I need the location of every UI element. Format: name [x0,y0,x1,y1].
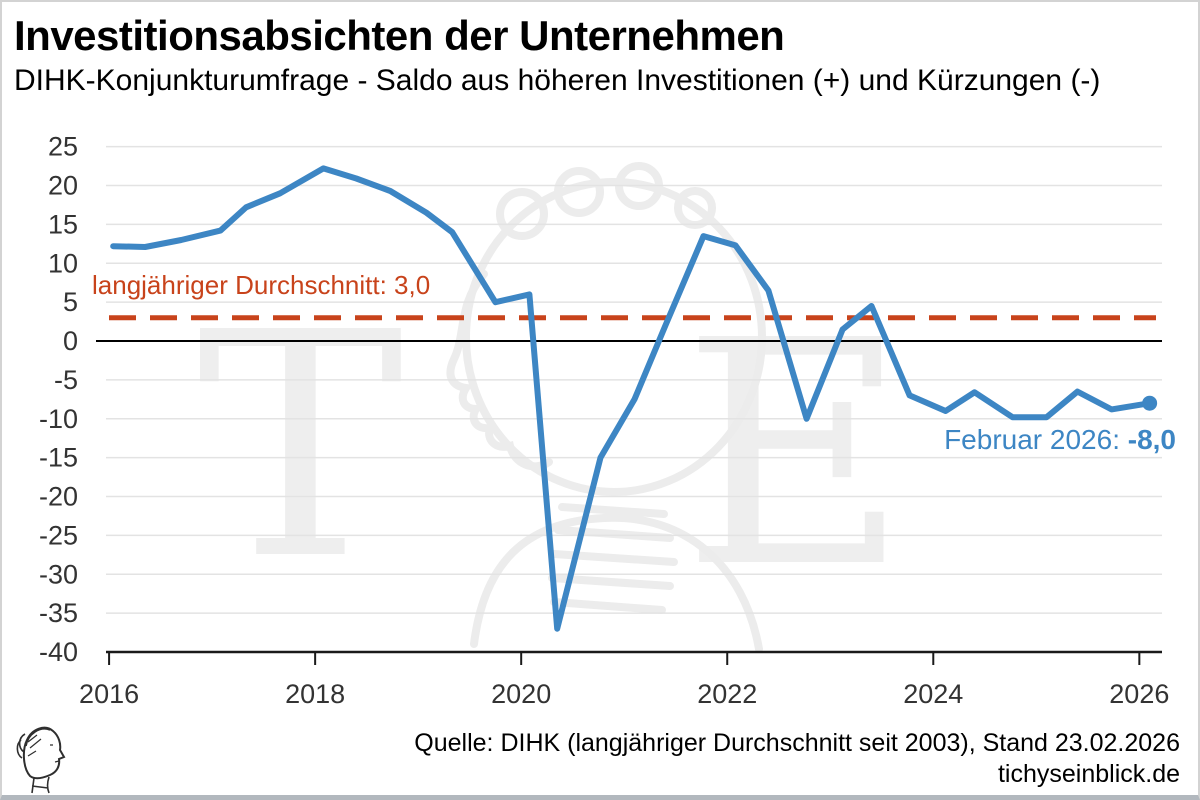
y-tick-label-20: 20 [48,171,78,201]
x-tick-label-2024: 2024 [903,679,963,709]
annotation-value: -8,0 [1128,424,1176,455]
last-point-dot [1142,395,1158,411]
y-tick-label-5: 5 [63,287,78,317]
axes [96,340,1162,665]
te-watermark: T E [197,162,908,653]
y-tick-label--10: -10 [39,404,78,434]
y-tick-label--30: -30 [39,559,78,589]
x-tick-label-2022: 2022 [697,679,757,709]
hermes-head-art [16,726,66,794]
x-tick-label-2026: 2026 [1109,679,1169,709]
website-line: tichyseinblick.de [997,760,1180,788]
y-tick-label--25: -25 [39,520,78,550]
gridlines [106,145,1162,614]
page-title: Investitionsabsichten der Unternehmen [14,12,785,59]
x-tick-label-2016: 2016 [79,679,139,709]
y-tick-label-10: 10 [48,248,78,278]
average-line-label: langjähriger Durchschnitt: 3,0 [92,270,430,300]
footer: Quelle: DIHK (langjähriger Durchschnitt … [414,728,1180,790]
watermark-letter-t: T [197,267,405,628]
y-tick-label-25: 25 [48,132,78,162]
annotation-prefix: Februar 2026: [944,424,1128,455]
hermes-head-logo [16,726,66,794]
y-tick-label--35: -35 [39,598,78,628]
y-tick-label--20: -20 [39,482,78,512]
y-tick-label--40: -40 [39,637,78,667]
y-tick-label--5: -5 [54,365,78,395]
y-tick-label-0: 0 [63,326,78,356]
data-series-group [110,165,1158,632]
y-tick-label-15: 15 [48,209,78,239]
watermark-letter-e: E [682,275,908,636]
x-tick-label-2018: 2018 [285,679,345,709]
page-subtitle: DIHK-Konjunkturumfrage - Saldo aus höher… [14,64,1101,97]
last-value-annotation: Februar 2026: -8,0 [944,424,1176,455]
source-line: Quelle: DIHK (langjähriger Durchschnitt … [414,729,1180,757]
x-tick-label-2020: 2020 [491,679,551,709]
y-tick-label--15: -15 [39,443,78,473]
data-line [110,165,1153,632]
